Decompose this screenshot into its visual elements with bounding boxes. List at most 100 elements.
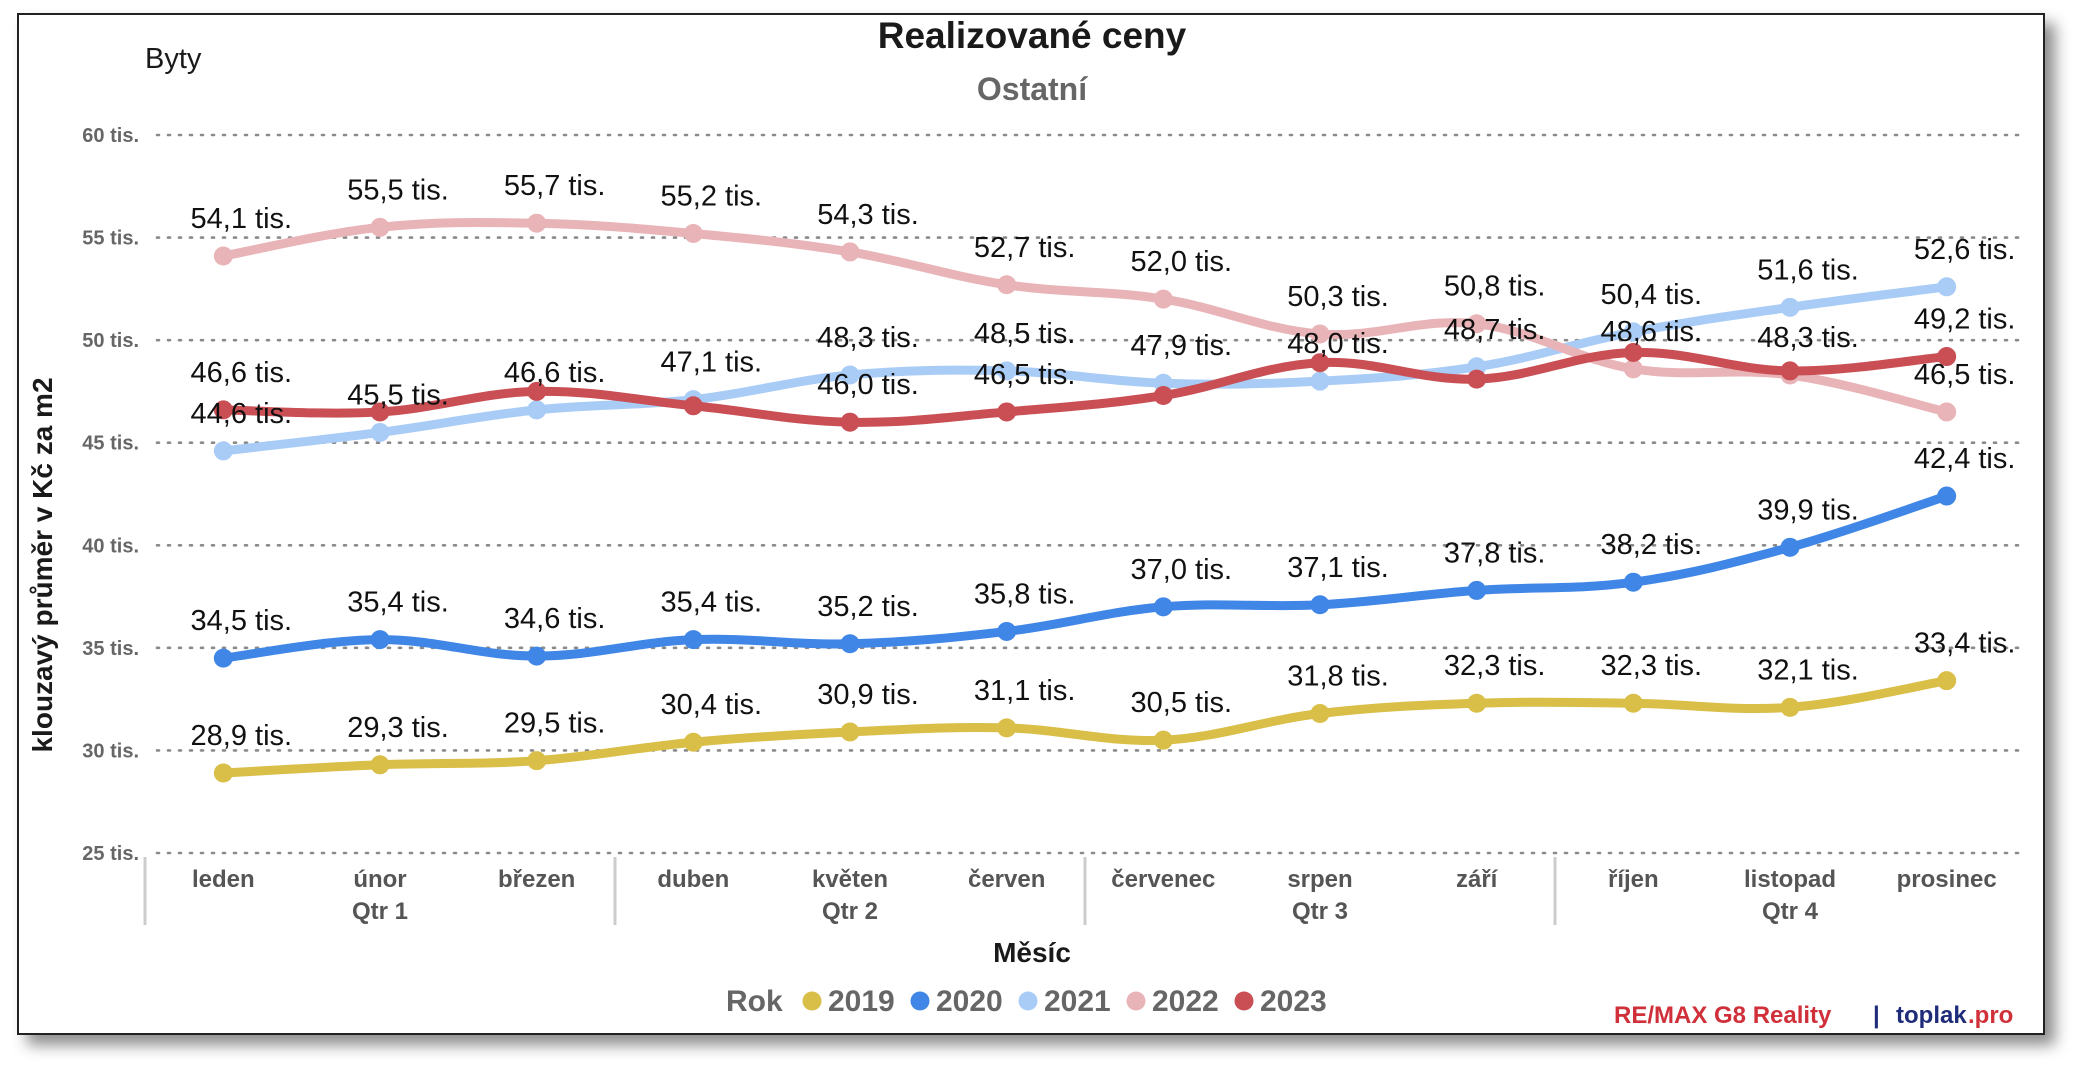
data-label: 35,4 tis. [661, 587, 763, 619]
legend-title: Rok [726, 985, 783, 1018]
x-axis: leden únor březen duben květen červen červenec… [143, 857, 1997, 925]
data-label: 46,5 tis. [974, 359, 1076, 391]
data-point [997, 361, 1017, 381]
data-point [1467, 314, 1487, 334]
data-point [527, 400, 547, 420]
data-label: 28,9 tis. [191, 720, 293, 752]
x-tick-label: listopad [1744, 866, 1836, 893]
data-point [213, 648, 233, 668]
data-point [1780, 297, 1800, 317]
data-label: 47,1 tis. [661, 347, 763, 379]
data-point [1623, 322, 1643, 342]
data-label: 55,2 tis. [661, 180, 763, 212]
x-tick-label: září [1456, 866, 1499, 893]
data-point [370, 217, 390, 237]
series-2019 [213, 671, 1957, 783]
data-point [527, 751, 547, 771]
data-point [997, 402, 1017, 422]
x-tick-label: únor [353, 866, 406, 893]
data-label: 48,3 tis. [817, 322, 919, 354]
data-point [1467, 693, 1487, 713]
data-point [1467, 369, 1487, 389]
chart-frame [17, 13, 2045, 1035]
data-label: 38,2 tis. [1601, 529, 1703, 561]
data-label: 48,5 tis. [974, 318, 1076, 350]
data-label: 32,3 tis. [1601, 650, 1703, 682]
group-label: Qtr 2 [822, 898, 878, 925]
data-point [1153, 289, 1173, 309]
group-label: Qtr 3 [1292, 898, 1348, 925]
legend-item-2022: 2022 [1152, 985, 1219, 1018]
data-label: 32,1 tis. [1757, 654, 1859, 686]
data-label: 54,1 tis. [191, 203, 293, 235]
data-point [370, 422, 390, 442]
data-label: 37,0 tis. [1131, 554, 1233, 586]
data-point [213, 763, 233, 783]
data-label: 30,4 tis. [661, 689, 763, 721]
data-label: 50,8 tis. [1444, 271, 1546, 303]
x-tick-label: březen [498, 866, 575, 893]
data-point [997, 275, 1017, 295]
data-point [213, 246, 233, 266]
data-point [840, 412, 860, 432]
legend-marker-2021 [1018, 991, 1038, 1011]
data-label: 48,7 tis. [1444, 314, 1546, 346]
data-point [1467, 580, 1487, 600]
y-tick-label: 40 tis. [82, 535, 139, 557]
data-point [840, 242, 860, 262]
data-point [840, 722, 860, 742]
x-tick-label: srpen [1287, 866, 1352, 893]
gridlines [155, 133, 2027, 855]
data-point [527, 646, 547, 666]
data-point [1310, 324, 1330, 344]
data-label: 50,4 tis. [1601, 279, 1703, 311]
data-point [840, 365, 860, 385]
data-label: 35,2 tis. [817, 591, 919, 623]
data-point [997, 718, 1017, 738]
y-tick-label: 50 tis. [82, 330, 139, 352]
data-label: 31,1 tis. [974, 675, 1076, 707]
data-label: 54,3 tis. [817, 199, 919, 231]
legend-marker-2019 [802, 991, 822, 1011]
data-point [1310, 353, 1330, 373]
data-point [1937, 277, 1957, 297]
legend: Rok 2019 2020 2021 2022 2023 [726, 985, 1327, 1018]
data-point [1780, 361, 1800, 381]
data-label: 55,5 tis. [347, 174, 449, 206]
data-label: 29,3 tis. [347, 712, 449, 744]
data-point [527, 381, 547, 401]
data-point [1153, 597, 1173, 617]
group-label: Qtr 4 [1762, 898, 1819, 925]
data-point [1937, 671, 1957, 691]
branding: RE/MAX G8 Reality | toplak .pro [1614, 1002, 2013, 1029]
x-tick-label: duben [657, 866, 729, 893]
x-tick-label: prosinec [1897, 866, 1997, 893]
brand-toplak: toplak [1896, 1002, 1967, 1029]
data-label: 44,6 tis. [191, 398, 293, 430]
data-label: 48,6 tis. [1601, 316, 1703, 348]
data-point [683, 630, 703, 650]
data-point [1153, 730, 1173, 750]
y-axis-title: klouzavý průměr v Kč za m2 [27, 377, 58, 752]
x-tick-label: leden [192, 866, 255, 893]
data-label: 37,1 tis. [1287, 552, 1389, 584]
data-point [1937, 402, 1957, 422]
data-point [1623, 572, 1643, 592]
data-point [370, 402, 390, 422]
data-label: 55,7 tis. [504, 170, 606, 202]
data-label: 29,5 tis. [504, 708, 606, 740]
y-tick-label: 35 tis. [82, 638, 139, 660]
data-point [213, 441, 233, 461]
legend-item-2019: 2019 [828, 985, 895, 1018]
data-label: 30,9 tis. [817, 679, 919, 711]
series-line-2022 [218, 217, 1952, 417]
data-label: 46,5 tis. [1914, 359, 2016, 391]
data-point [1310, 371, 1330, 391]
data-point [1623, 342, 1643, 362]
data-label: 46,0 tis. [817, 369, 919, 401]
data-point [683, 223, 703, 243]
data-point [1623, 359, 1643, 379]
data-label: 48,3 tis. [1757, 322, 1859, 354]
data-point [370, 630, 390, 650]
series-line-2023 [218, 347, 1952, 427]
